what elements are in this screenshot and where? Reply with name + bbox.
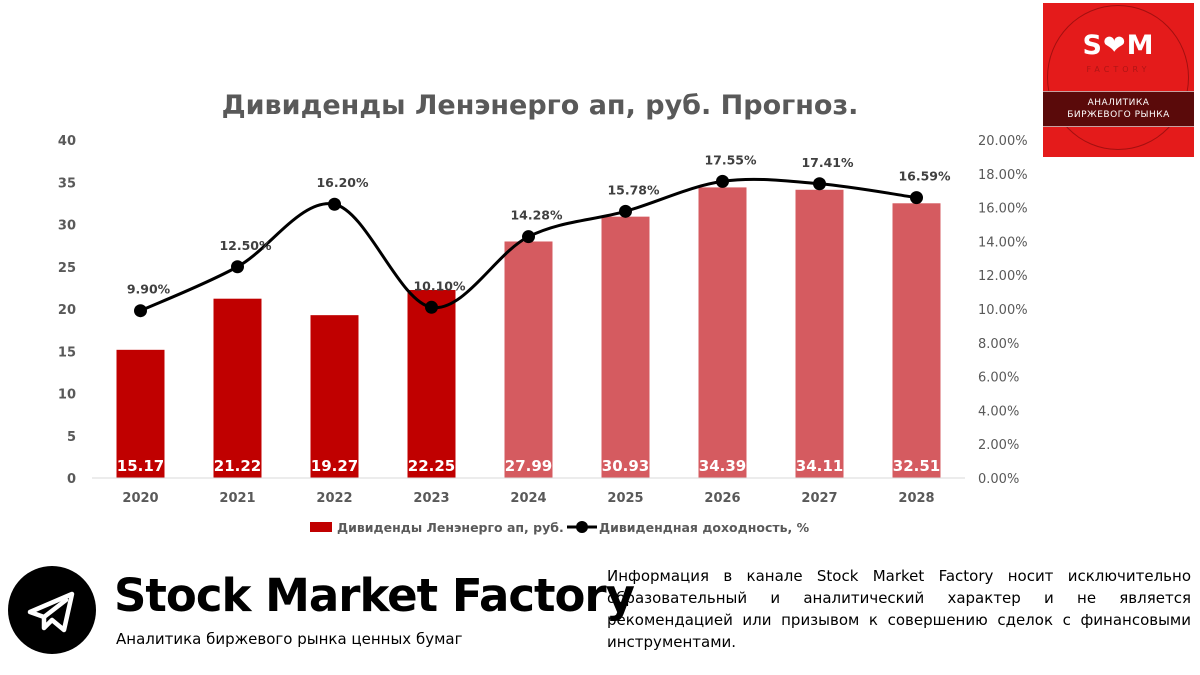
disclaimer-text: Информация в канале Stock Market Factory… [607,567,1191,651]
dividend-chart: Дивиденды Ленэнерго ап, руб. Прогноз. 0 5 1… [58,90,1028,535]
yield-point [231,260,244,274]
y-right-tick-label: 18.00% [978,168,1028,183]
yield-point [910,191,923,205]
bar [310,315,359,478]
y-left-tick-label: 40 [58,134,76,149]
bar [601,216,650,479]
x-tick-label: 2028 [898,491,934,506]
y-right-tick-label: 8.00% [978,337,1019,352]
bar [795,189,844,478]
bar-data-label: 30.93 [602,457,649,475]
y-left-tick-label: 10 [58,388,76,403]
bar-data-label: 19.27 [311,457,358,475]
yield-line [139,177,917,313]
yield-point [134,304,147,318]
yield-data-label: 12.50% [219,238,272,253]
y-right-tick-label: 12.00% [978,269,1028,284]
logo-band-line-2: БИРЖЕВОГО РЫНКА [1067,110,1170,120]
y-right-tick-label: 2.00% [978,438,1019,453]
logo-subtitle: FACTORY [1086,65,1151,74]
y-left-tick-label: 15 [58,345,76,360]
y-right-tick-label: 0.00% [978,472,1019,487]
bar-data-label: 27.99 [505,457,552,475]
yield-point [522,230,535,244]
paper-plane-icon [27,591,75,633]
yield-point [813,177,826,191]
y-right-tick-label: 14.00% [978,235,1028,250]
y-right-tick-label: 16.00% [978,202,1028,217]
bar [504,241,553,478]
y-left-tick-label: 5 [67,430,76,445]
legend-label-yield: Дивидендная доходность, % [599,520,810,535]
x-tick-label: 2021 [219,491,255,506]
bar [698,187,747,479]
logo-band: АНАЛИТИКА БИРЖЕВОГО РЫНКА [1043,91,1194,127]
x-tick-label: 2023 [413,491,449,506]
legend-swatch-dividends [310,522,332,532]
yield-point [328,197,341,211]
sm-factory-logo: S❤M FACTORY АНАЛИТИКА БИРЖЕВОГО РЫНКА [1043,3,1194,157]
x-tick-label: 2025 [607,491,643,506]
y-left-tick-label: 0 [67,472,76,487]
logo-ring [1047,5,1189,150]
x-tick-label: 2026 [704,491,740,506]
bar-data-label: 34.39 [699,457,746,475]
y-left-tick-label: 20 [58,303,76,318]
brand-name: Stock Market Factory [114,569,635,622]
y-right-tick-label: 10.00% [978,303,1028,318]
bar [213,298,262,478]
yield-data-label: 17.41% [801,155,854,170]
yield-data-label: 16.59% [898,169,951,184]
chart-title: Дивиденды Ленэнерго ап, руб. Прогноз. [222,90,859,121]
y-left-tick-label: 35 [58,176,76,191]
bar [407,289,456,478]
yield-data-label: 14.28% [510,208,563,223]
y-left-tick-label: 30 [58,219,76,234]
logo-mark: S❤M [1082,30,1155,61]
telegram-icon[interactable] [8,566,96,654]
y-right-tick-label: 20.00% [978,134,1028,149]
x-tick-label: 2020 [122,491,158,506]
brand-tagline: Аналитика биржевого рынка ценных бумаг [116,630,463,648]
yield-point [425,300,438,314]
y-right-tick-label: 6.00% [978,371,1019,386]
bar [892,203,941,478]
yield-data-label: 15.78% [607,182,660,197]
y-right-tick-label: 4.00% [978,404,1019,419]
bar [116,349,165,478]
x-tick-label: 2022 [316,491,352,506]
legend-label-dividends: Дивиденды Ленэнерго ап, руб. [337,520,564,535]
x-tick-label: 2027 [801,491,837,506]
y-left-tick-label: 25 [58,261,76,276]
bar-data-label: 15.17 [117,457,164,475]
yield-point [619,204,632,218]
yield-point [716,174,729,188]
yield-data-label: 9.90% [127,282,171,297]
yield-data-label: 17.55% [704,152,757,167]
yield-data-label: 16.20% [316,175,369,190]
yield-data-label: 10.10% [413,278,466,293]
bar-data-label: 21.22 [214,457,261,475]
logo-band-line-1: АНАЛИТИКА [1087,98,1150,108]
legend-marker-yield [576,521,588,533]
bar-data-label: 32.51 [893,457,940,475]
bar-data-label: 22.25 [408,457,455,475]
bar-data-label: 34.11 [796,457,843,475]
x-tick-label: 2024 [510,491,546,506]
